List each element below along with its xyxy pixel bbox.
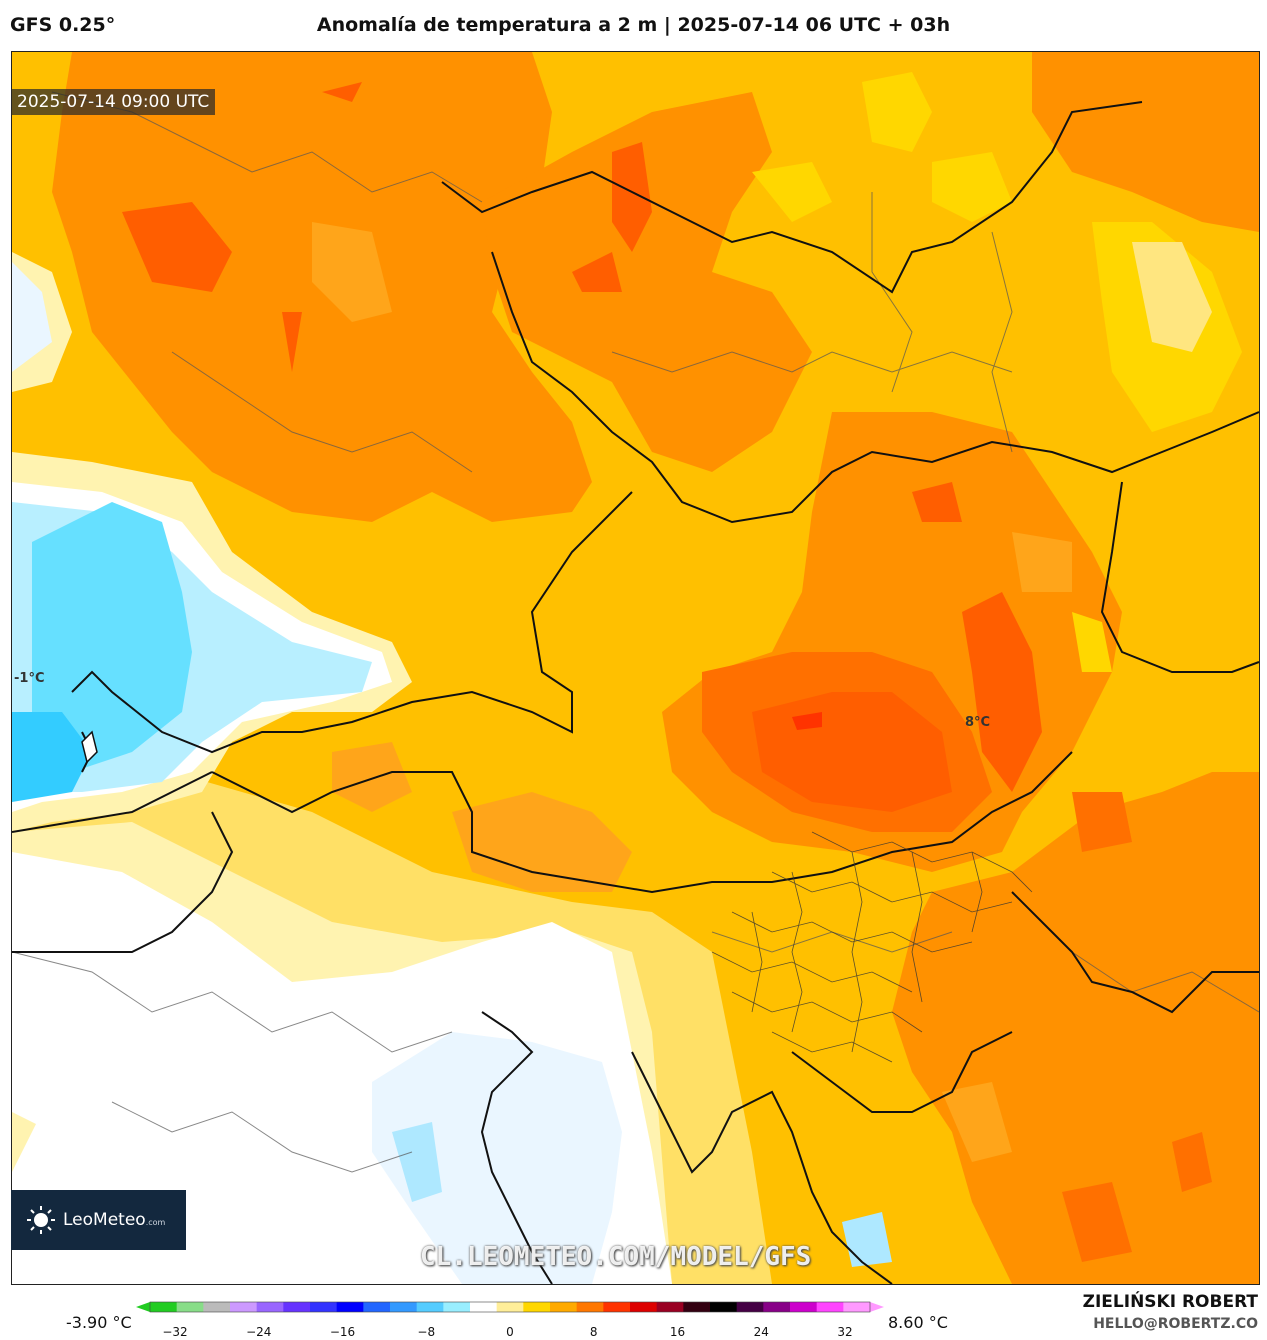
colorbar-segment <box>630 1302 658 1312</box>
colorbar-segment <box>150 1302 178 1312</box>
colorbar-segment <box>843 1302 871 1312</box>
colorbar-segment <box>176 1302 204 1312</box>
leometeo-logo: LeoMeteo.com <box>11 1190 186 1250</box>
colorbar-tick-label: 16 <box>669 1325 686 1339</box>
colorbar-segment <box>230 1302 258 1312</box>
valid-time-stamp: 2025-07-14 09:00 UTC <box>11 89 216 115</box>
colorbar-segment <box>550 1302 578 1312</box>
colorbar-segment <box>576 1302 604 1312</box>
colorbar-tick-label: −16 <box>329 1325 356 1339</box>
colorbar-extend-high <box>870 1302 884 1312</box>
map-title: Anomalía de temperatura a 2 m | 2025-07-… <box>316 14 951 36</box>
contour-label: -1°C <box>14 671 45 686</box>
colorbar-segment <box>763 1302 791 1312</box>
colorbar-tick-label: 8 <box>589 1325 598 1339</box>
colorbar-segment <box>496 1302 524 1312</box>
map-canvas <box>12 52 1259 1284</box>
colorbar-segment <box>523 1302 551 1312</box>
model-name: GFS 0.25° <box>10 14 116 36</box>
colorbar-segment <box>363 1302 391 1312</box>
colorbar-segment <box>736 1302 764 1312</box>
colorbar-min-label: -3.90 °C <box>66 1313 132 1332</box>
colorbar-segment <box>390 1302 418 1312</box>
colorbar-max-label: 8.60 °C <box>888 1313 948 1332</box>
colorbar-segment <box>256 1302 284 1312</box>
colorbar-tick-label: −8 <box>417 1325 436 1339</box>
sun-icon <box>27 1206 55 1234</box>
colorbar-segment <box>283 1302 311 1312</box>
colorbar-segment <box>683 1302 711 1312</box>
colorbar-segment <box>203 1302 231 1312</box>
colorbar-segment <box>790 1302 818 1312</box>
colorbar-tick-label: −32 <box>162 1325 188 1339</box>
colorbar-segment <box>310 1302 338 1312</box>
colorbar-tick-label: 32 <box>837 1325 853 1339</box>
colorbar-segment <box>443 1302 471 1312</box>
colorbar-tick-label: 0 <box>506 1325 514 1339</box>
source-watermark: CL.LEOMETEO.COM/MODEL/GFS <box>420 1242 812 1272</box>
colorbar-tick-label: −24 <box>246 1325 272 1339</box>
colorbar-segment <box>416 1302 444 1312</box>
colorbar-segment <box>816 1302 844 1312</box>
colorbar-segment <box>603 1302 631 1312</box>
colorbar-segment <box>336 1302 364 1312</box>
colorbar-extend-low <box>136 1302 150 1312</box>
author-email: HELLO@ROBERTZ.CO <box>1093 1316 1258 1332</box>
colorbar-segment <box>656 1302 684 1312</box>
colorbar-segment <box>470 1302 498 1312</box>
colorbar <box>136 1301 884 1313</box>
logo-text: LeoMeteo.com <box>63 1210 166 1230</box>
author-name: ZIELIŃSKI ROBERT <box>1082 1292 1258 1312</box>
colorbar-segment <box>710 1302 738 1312</box>
temperature-anomaly-map: -1°C 8°C <box>11 51 1260 1285</box>
colorbar-tick-label: 24 <box>753 1325 769 1339</box>
contour-label: 8°C <box>965 715 991 730</box>
